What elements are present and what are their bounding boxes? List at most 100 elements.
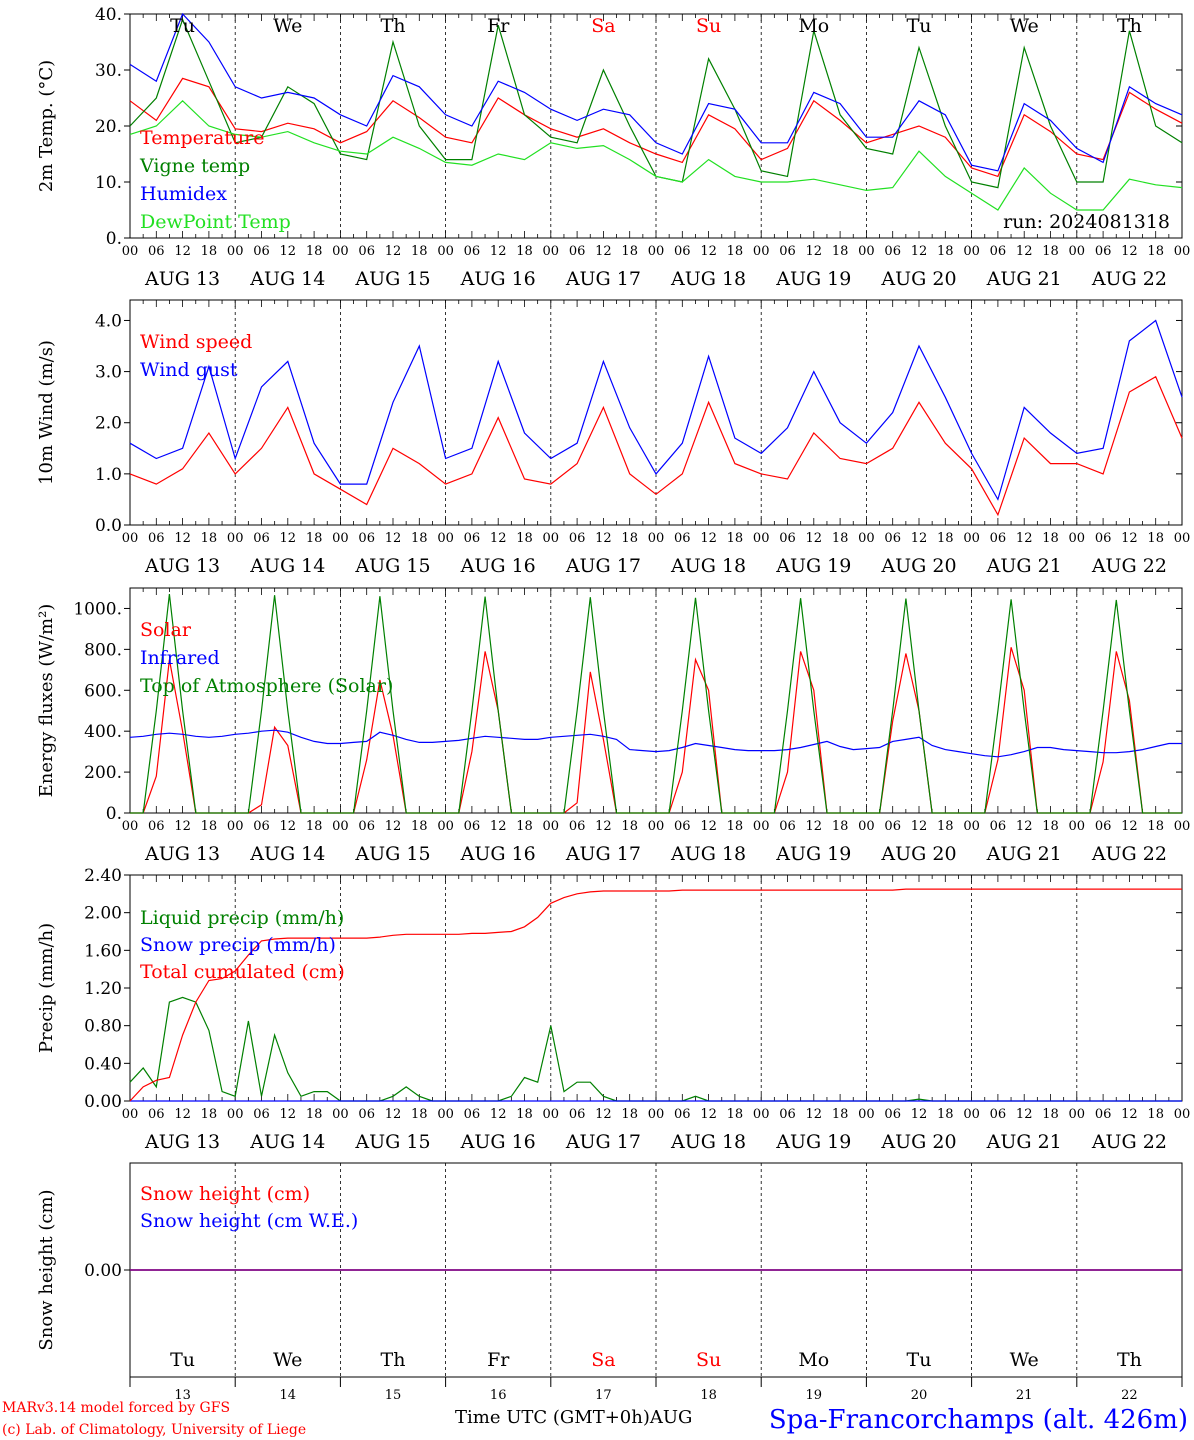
x-hour-label: 00 [332,819,349,834]
x-hour-label: 12 [280,244,297,259]
x-date-label: AUG 15 [354,843,430,865]
series-line-total-cumulated-cm- [129,888,1182,1102]
x-hour-label: 18 [727,244,744,259]
x-hour-label: 06 [148,244,165,259]
weekday-label: Th [381,15,406,37]
x-hour-label: 18 [1147,819,1164,834]
x-hour-label: 18 [1042,244,1059,259]
y-tick-label: 2.00 [84,904,122,924]
x-hour-label: 18 [727,531,744,546]
weekday-label: We [1010,15,1039,37]
x-hour-label: 12 [806,244,823,259]
legend-entry: Solar [140,619,192,641]
y-tick-label: 0. [106,804,122,824]
legend-entry: DewPoint Temp [140,211,291,233]
x-hour-label: 00 [1069,531,1086,546]
x-hour-label: 18 [727,1107,744,1122]
x-date-label: AUG 20 [880,1131,956,1153]
x-date-label: AUG 20 [880,843,956,865]
wind-panel: 0.0 1.0 2.0 3.0 4.0 10m Wind (m/s) Wind speed W… [36,299,1190,577]
x-hour-label: 00 [227,1107,244,1122]
x-hour-label: 06 [464,1107,481,1122]
weekday-label: Tu [907,1349,932,1371]
x-hour-label: 00 [122,819,139,834]
x-hour-label: 06 [358,531,375,546]
y-tick-label: 4.0 [95,311,122,331]
x-hour-label: 06 [1095,531,1112,546]
x-hour-label: 00 [648,1107,665,1122]
x-hour-label: 06 [884,244,901,259]
y-tick-label: 40. [95,5,122,25]
x-hour-label: 12 [595,819,612,834]
x-hour-label: 06 [674,531,691,546]
x-hour-label: 00 [753,819,770,834]
legend-entry: Snow precip (mm/h) [140,934,336,956]
x-hour-label: 06 [148,531,165,546]
x-hour-label: 06 [253,531,270,546]
x-hour-label: 12 [174,531,191,546]
x-hour-label: 00 [648,531,665,546]
x-hour-label: 00 [227,244,244,259]
x-hour-label: 00 [753,244,770,259]
day-number-label: 18 [700,1388,717,1403]
x-date-label: AUG 16 [460,1131,536,1153]
x-hour-label: 12 [911,531,928,546]
x-hour-label: 18 [937,1107,954,1122]
x-date-label: AUG 13 [144,843,220,865]
x-date-label: AUG 15 [354,268,430,290]
y-tick-label: 400. [84,722,122,742]
x-hour-label: 18 [411,244,428,259]
x-hour-label: 00 [963,1107,980,1122]
x-hour-label: 06 [884,531,901,546]
legend-entry: Wind gust [140,359,238,381]
x-hour-label: 12 [1121,819,1138,834]
x-date-label: AUG 16 [460,268,536,290]
y-tick-label: 0.40 [84,1054,122,1074]
x-hour-label: 18 [832,531,849,546]
weekday-label: We [273,15,302,37]
x-hour-label: 00 [227,531,244,546]
y-tick-label: 3.0 [95,363,122,383]
x-hour-label: 06 [358,244,375,259]
y-tick-label: 600. [84,681,122,701]
x-hour-label: 00 [437,819,454,834]
snow-panel: 0.00 Snow height (cm) Snow height (cm) Snow… [36,1162,1183,1403]
energy-panel: 0. 200. 400. 600. 800. 1000. Energy fluxes (W/… [36,587,1190,865]
x-date-label: AUG 14 [249,555,325,577]
y-tick-label: 20. [95,117,122,137]
y-tick-label: 1.0 [95,465,122,485]
day-number-label: 19 [806,1388,823,1403]
x-hour-label: 12 [806,531,823,546]
x-hour-label: 00 [1069,244,1086,259]
x-hour-label: 12 [1121,1107,1138,1122]
x-hour-label: 00 [858,531,875,546]
x-hour-label: 12 [385,244,402,259]
x-hour-label: 12 [174,244,191,259]
weekday-label: Fr [487,1349,510,1371]
x-hour-label: 00 [963,531,980,546]
y-tick-label: 0. [106,229,122,249]
x-date-label: AUG 17 [565,843,641,865]
x-date-label: AUG 21 [986,555,1062,577]
lab-credit: (c) Lab. of Climatology, University of L… [2,1422,306,1438]
x-date-label: AUG 22 [1091,555,1167,577]
x-hour-label: 06 [253,1107,270,1122]
x-date-label: AUG 18 [670,1131,746,1153]
x-hour-label: 06 [464,531,481,546]
x-hour-label: 12 [280,1107,297,1122]
x-hour-label: 06 [674,244,691,259]
x-hour-label: 06 [674,1107,691,1122]
x-hour-label: 12 [700,819,717,834]
x-hour-label: 06 [779,819,796,834]
x-hour-label: 18 [516,819,533,834]
station-name: Spa-Francorchamps (alt. 426m) [769,1405,1188,1435]
x-hour-label: 18 [621,1107,638,1122]
x-date-label: AUG 15 [354,555,430,577]
x-hour-label: 18 [201,244,218,259]
x-hour-label: 06 [884,819,901,834]
x-hour-label: 18 [201,531,218,546]
x-date-label: AUG 16 [460,843,536,865]
x-date-label: AUG 20 [880,555,956,577]
x-hour-label: 06 [569,1107,586,1122]
